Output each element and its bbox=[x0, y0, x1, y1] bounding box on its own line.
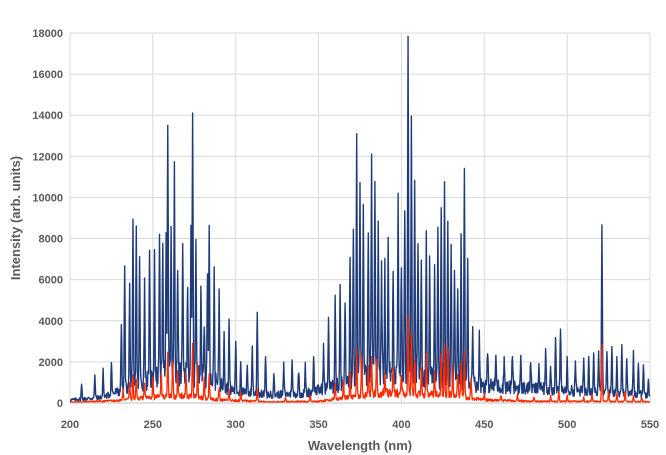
series-layer bbox=[69, 35, 651, 404]
x-tick-label: 300 bbox=[227, 419, 245, 431]
y-tick-label: 4000 bbox=[39, 316, 63, 328]
y-tick-label: 8000 bbox=[39, 234, 63, 246]
y-tick-label: 0 bbox=[57, 398, 63, 410]
y-tick-label: 10000 bbox=[32, 192, 63, 204]
x-tick-label: 200 bbox=[61, 419, 79, 431]
x-tick-label: 500 bbox=[558, 419, 576, 431]
y-tick-label: 6000 bbox=[39, 275, 63, 287]
y-tick-label: 18000 bbox=[32, 28, 63, 40]
y-axis-title: Intensity (arb. units) bbox=[8, 156, 23, 280]
series-line-2 bbox=[69, 314, 651, 404]
y-tick-label: 2000 bbox=[39, 357, 63, 369]
series-line-1 bbox=[69, 35, 651, 402]
y-tick-label: 16000 bbox=[32, 69, 63, 81]
y-tick-label: 14000 bbox=[32, 110, 63, 122]
x-tick-labels: 200 250 300 350 400 450 500 550 bbox=[61, 419, 659, 431]
x-axis-title: Wavelength (nm) bbox=[308, 438, 412, 453]
y-tick-label: 12000 bbox=[32, 151, 63, 163]
y-tick-labels: 0 2000 4000 6000 8000 10000 12000 14000 16000 180… bbox=[32, 28, 63, 410]
x-tick-label: 450 bbox=[475, 419, 493, 431]
x-tick-label: 350 bbox=[309, 419, 327, 431]
x-tick-label: 250 bbox=[144, 419, 162, 431]
x-tick-label: 550 bbox=[641, 419, 659, 431]
x-tick-label: 400 bbox=[392, 419, 410, 431]
